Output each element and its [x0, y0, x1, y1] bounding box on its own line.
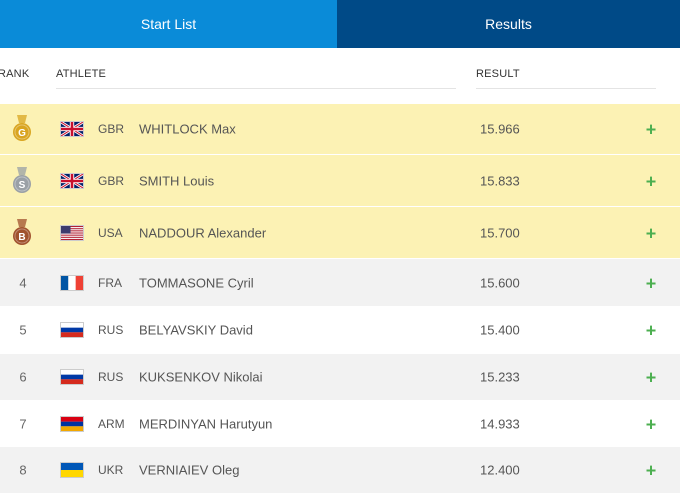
- athlete-name: VERNIAIEV Oleg: [139, 462, 240, 478]
- flag-rus-icon: [60, 369, 84, 385]
- table-header: RANK ATHLETE RESULT: [0, 48, 680, 100]
- results-table: G GBR WHITLOCK Max 15.966 + S GBR SMITH Louis 15…: [0, 104, 680, 494]
- result-score: 15.700: [480, 225, 520, 240]
- expand-row-button[interactable]: +: [645, 171, 657, 192]
- table-row: 7 ARM MERDINYAN Harutyun 14.933 +: [0, 401, 680, 447]
- tab-bar: Start List Results: [0, 0, 680, 48]
- result-score: 15.600: [480, 275, 520, 290]
- flag-usa-icon: [60, 224, 84, 241]
- country-code: USA: [98, 225, 123, 240]
- country-code: RUS: [98, 323, 124, 337]
- table-row: 8 UKR VERNIAIEV Oleg 12.400 +: [0, 447, 680, 494]
- expand-row-button[interactable]: +: [645, 119, 657, 140]
- column-header-rank: RANK: [0, 68, 30, 80]
- flag-fra-icon: [60, 274, 84, 291]
- expand-row-button[interactable]: +: [645, 273, 657, 294]
- flag-rus-icon: [60, 322, 84, 338]
- gold-medal-icon: G: [11, 115, 33, 143]
- rank-cell: 8: [19, 462, 27, 478]
- table-row: 6 RUS KUKSENKOV Nikolai 15.233 +: [0, 354, 680, 401]
- header-divider: [476, 88, 656, 89]
- column-header-athlete: ATHLETE: [56, 68, 107, 80]
- athlete-name: NADDOUR Alexander: [139, 225, 267, 240]
- result-score: 12.400: [480, 462, 520, 478]
- header-divider: [56, 88, 456, 89]
- tab-results[interactable]: Results: [337, 0, 680, 48]
- rank-cell: 4: [19, 275, 27, 290]
- table-row: 4 FRA TOMMASONE Cyril 15.600 +: [0, 259, 680, 307]
- expand-row-button[interactable]: +: [645, 460, 657, 481]
- result-score: 15.833: [480, 173, 520, 188]
- result-score: 15.233: [480, 369, 520, 385]
- flag-gbr-icon: [60, 172, 84, 189]
- athlete-name: BELYAVSKIY David: [139, 322, 253, 338]
- country-code: GBR: [98, 122, 125, 136]
- result-score: 15.966: [480, 121, 520, 137]
- country-code: ARM: [98, 416, 125, 431]
- table-row: S GBR SMITH Louis 15.833 +: [0, 155, 680, 207]
- athlete-name: TOMMASONE Cyril: [139, 275, 254, 290]
- expand-row-button[interactable]: +: [645, 320, 657, 341]
- table-row: B USA NADDOUR Alexander 15.700 +: [0, 207, 680, 259]
- medal-letter: S: [19, 180, 26, 191]
- flag-ukr-icon: [60, 462, 84, 478]
- result-score: 15.400: [480, 322, 520, 338]
- athlete-name: KUKSENKOV Nikolai: [139, 369, 263, 385]
- table-row: G GBR WHITLOCK Max 15.966 +: [0, 104, 680, 155]
- bronze-medal-icon: B: [11, 218, 33, 247]
- medal-letter: B: [18, 232, 25, 243]
- athlete-name: MERDINYAN Harutyun: [139, 416, 273, 431]
- country-code: RUS: [98, 370, 124, 384]
- country-code: FRA: [98, 275, 122, 290]
- expand-row-button[interactable]: +: [645, 367, 657, 388]
- result-score: 14.933: [480, 416, 520, 431]
- country-code: GBR: [98, 173, 125, 188]
- rank-cell: 7: [19, 416, 27, 431]
- column-header-result: RESULT: [476, 68, 520, 80]
- athlete-name: WHITLOCK Max: [139, 121, 236, 137]
- silver-medal-icon: S: [11, 166, 33, 195]
- flag-arm-icon: [60, 415, 84, 432]
- athlete-name: SMITH Louis: [139, 173, 215, 188]
- table-row: 5 RUS BELYAVSKIY David 15.400 +: [0, 307, 680, 354]
- tab-start-list[interactable]: Start List: [0, 0, 337, 48]
- expand-row-button[interactable]: +: [645, 223, 657, 244]
- rank-cell: 5: [19, 322, 27, 338]
- country-code: UKR: [98, 463, 124, 477]
- rank-cell: 6: [19, 369, 27, 385]
- flag-gbr-icon: [60, 121, 84, 137]
- medal-letter: G: [18, 128, 26, 139]
- expand-row-button[interactable]: +: [645, 414, 657, 435]
